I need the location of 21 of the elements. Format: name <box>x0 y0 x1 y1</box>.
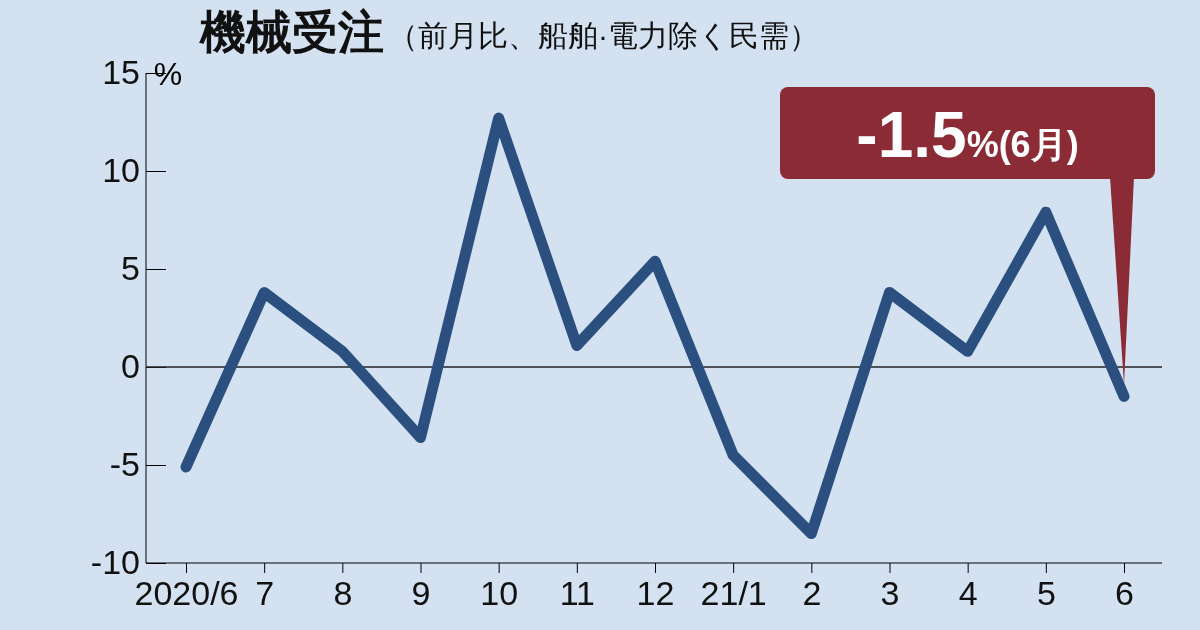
y-tick-label: 10 <box>102 151 140 190</box>
x-tick-label: 11 <box>559 574 595 613</box>
x-tick-label: 2 <box>802 574 822 613</box>
x-tick-label: 7 <box>255 574 275 613</box>
x-tick-label: 5 <box>1036 574 1056 613</box>
chart-title: 機械受注 <box>198 6 384 58</box>
annotation: -1.5%(6月) <box>856 99 1079 171</box>
x-tick-label: 9 <box>411 574 431 613</box>
x-tick-label: 10 <box>480 574 519 613</box>
x-tick-label: 3 <box>880 574 900 613</box>
y-tick-label: 15 <box>102 53 140 92</box>
x-tick-label: 8 <box>333 574 353 613</box>
y-tick-label: 5 <box>121 249 140 288</box>
y-tick-label: 0 <box>121 347 140 386</box>
x-tick-label: 4 <box>958 574 978 613</box>
x-tick-label: 6 <box>1115 574 1134 613</box>
x-tick-label: 12 <box>636 574 675 613</box>
chart-subtitle: （前月比、船舶·電力除く民需） <box>388 19 819 52</box>
y-axis-title: % <box>153 56 183 92</box>
x-tick-label: 21/1 <box>700 574 767 613</box>
y-tick-label: -5 <box>109 445 140 484</box>
